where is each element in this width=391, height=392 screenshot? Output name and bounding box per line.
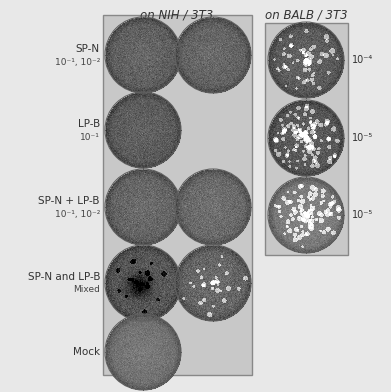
Text: Mixed: Mixed — [73, 285, 100, 294]
Text: 10⁻⁴: 10⁻⁴ — [352, 55, 373, 65]
Bar — [103, 15, 252, 375]
Bar — [265, 23, 348, 255]
Text: on NIH / 3T3: on NIH / 3T3 — [140, 8, 213, 21]
Text: SP-N + LP-B: SP-N + LP-B — [38, 196, 100, 206]
Text: LP-B: LP-B — [78, 119, 100, 129]
Text: 10⁻¹, 10⁻²: 10⁻¹, 10⁻² — [55, 58, 100, 67]
Text: 10⁻¹, 10⁻²: 10⁻¹, 10⁻² — [55, 209, 100, 218]
Text: 10⁻⁵: 10⁻⁵ — [352, 210, 373, 220]
Text: 10⁻⁵: 10⁻⁵ — [352, 133, 373, 143]
Text: on BALB / 3T3: on BALB / 3T3 — [265, 8, 347, 21]
Text: 10⁻¹: 10⁻¹ — [80, 132, 100, 142]
Text: Mock: Mock — [73, 347, 100, 357]
Text: SP-N and LP-B: SP-N and LP-B — [27, 272, 100, 282]
Text: SP-N: SP-N — [76, 44, 100, 54]
